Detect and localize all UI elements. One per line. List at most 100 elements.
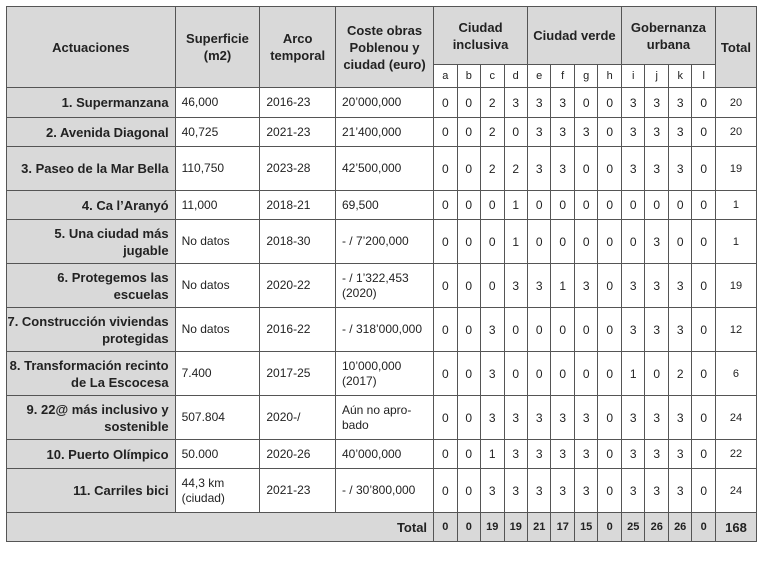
criterion-letter: c — [480, 64, 505, 88]
criterion-letter: h — [597, 64, 622, 88]
score-cell: 3 — [573, 468, 599, 513]
cell-coste: 69,500 — [334, 190, 435, 220]
criterion-letter: g — [573, 64, 599, 88]
score-cell: 3 — [526, 395, 552, 440]
criterion-letter: b — [456, 64, 482, 88]
column-sum: 15 — [573, 512, 599, 542]
cell-arco: 2018-30 — [259, 219, 336, 264]
cell-arco: 2016-22 — [259, 307, 336, 352]
score-cell: 0 — [691, 263, 716, 308]
score-cell: 3 — [644, 395, 669, 440]
cell-arco: 2020-/ — [259, 395, 336, 440]
score-cell: 0 — [667, 219, 693, 264]
total-row: Total 0 0 19 19 21 17 15 0 25 26 26 0 168 — [5, 512, 758, 542]
score-cell: 0 — [456, 219, 482, 264]
cell-arco: 2016-23 — [259, 87, 336, 118]
action-name: 5. Una ciudad más jugable — [6, 219, 176, 264]
cell-coste: - / 30’800,000 — [334, 468, 435, 513]
header-group-ciudad-inclusiva: Ciudad inclusiva — [433, 6, 528, 65]
score-cell: 0 — [526, 219, 552, 264]
score-cell: 0 — [456, 263, 482, 308]
cell-superficie: No datos — [174, 307, 261, 352]
score-cell: 0 — [644, 190, 669, 220]
score-cell: 0 — [433, 190, 458, 220]
score-cell: 3 — [667, 439, 693, 469]
table-row: 7. Construcción viviendas protegidas No d… — [6, 307, 758, 352]
cell-coste: 21’400,000 — [334, 117, 435, 147]
score-cell: 0 — [691, 117, 716, 147]
score-cell: 0 — [456, 351, 482, 396]
score-cell: 3 — [526, 87, 552, 118]
score-cell: 0 — [433, 219, 458, 264]
cell-coste: 20’000,000 — [334, 87, 435, 118]
score-cell: 2 — [480, 117, 505, 147]
score-cell: 0 — [573, 351, 599, 396]
score-cell: 1 — [503, 190, 528, 220]
row-total: 24 — [714, 468, 758, 513]
cell-superficie: 40,725 — [174, 117, 261, 147]
score-cell: 0 — [550, 219, 575, 264]
score-cell: 0 — [667, 190, 693, 220]
score-cell: 3 — [644, 117, 669, 147]
score-cell: 3 — [667, 146, 693, 191]
score-cell: 3 — [480, 351, 505, 396]
table-row: 4. Ca l’Aranyó 11,000 2018-21 69,500 0 0 0 1 0 0 0… — [6, 190, 758, 220]
column-sum: 0 — [433, 512, 458, 542]
score-cell: 3 — [550, 439, 575, 469]
score-cell: 3 — [480, 307, 505, 352]
score-cell: 0 — [433, 468, 458, 513]
score-cell: 0 — [433, 351, 458, 396]
score-cell: 0 — [456, 468, 482, 513]
criterion-letter: a — [433, 64, 458, 88]
score-cell: 3 — [620, 395, 646, 440]
row-total: 22 — [714, 439, 758, 469]
cell-superficie: 110,750 — [174, 146, 261, 191]
score-cell: 0 — [597, 263, 622, 308]
score-cell: 3 — [503, 263, 528, 308]
score-cell: 0 — [456, 190, 482, 220]
cell-superficie: 507.804 — [174, 395, 261, 440]
row-total: 1 — [714, 219, 758, 264]
column-sum: 17 — [550, 512, 575, 542]
score-cell: 0 — [550, 307, 575, 352]
row-total: 6 — [714, 351, 758, 396]
criterion-letter: i — [620, 64, 646, 88]
score-cell: 0 — [691, 468, 716, 513]
score-cell: 3 — [550, 117, 575, 147]
score-cell: 1 — [550, 263, 575, 308]
column-sum: 19 — [503, 512, 528, 542]
action-name: 11. Carriles bici — [6, 468, 176, 513]
score-cell: 0 — [573, 87, 599, 118]
row-total: 20 — [714, 87, 758, 118]
cell-coste: - / 1’322,453 (2020) — [334, 263, 435, 308]
table-row: 1. Supermanzana 46,000 2016-23 20’000,000 0 0… — [6, 87, 758, 118]
score-cell: 0 — [480, 263, 505, 308]
cell-coste: 42’500,000 — [334, 146, 435, 191]
score-cell: 2 — [503, 146, 528, 191]
score-cell: 0 — [503, 307, 528, 352]
score-cell: 0 — [433, 87, 458, 118]
cell-superficie: 11,000 — [174, 190, 261, 220]
row-total: 19 — [714, 263, 758, 308]
score-cell: 3 — [667, 87, 693, 118]
cell-superficie: 50.000 — [174, 439, 261, 469]
score-cell: 0 — [433, 117, 458, 147]
score-cell: 0 — [691, 439, 716, 469]
column-sum: 0 — [597, 512, 622, 542]
cell-coste: - / 318’000,000 — [334, 307, 435, 352]
cell-coste: Aún no apro- bado — [334, 395, 435, 440]
score-cell: 0 — [503, 117, 528, 147]
score-cell: 3 — [620, 117, 646, 147]
score-cell: 2 — [480, 87, 505, 118]
criterion-letter: d — [503, 64, 528, 88]
score-cell: 0 — [691, 87, 716, 118]
score-cell: 0 — [597, 146, 622, 191]
score-cell: 0 — [691, 395, 716, 440]
score-cell: 3 — [644, 219, 669, 264]
table-row: 9. 22@ más inclusivo y sostenible 507.804… — [6, 395, 758, 440]
action-name: 10. Puerto Olímpico — [6, 439, 176, 469]
header-total: Total — [714, 6, 758, 88]
score-cell: 0 — [597, 351, 622, 396]
score-cell: 0 — [503, 351, 528, 396]
score-cell: 0 — [644, 351, 669, 396]
